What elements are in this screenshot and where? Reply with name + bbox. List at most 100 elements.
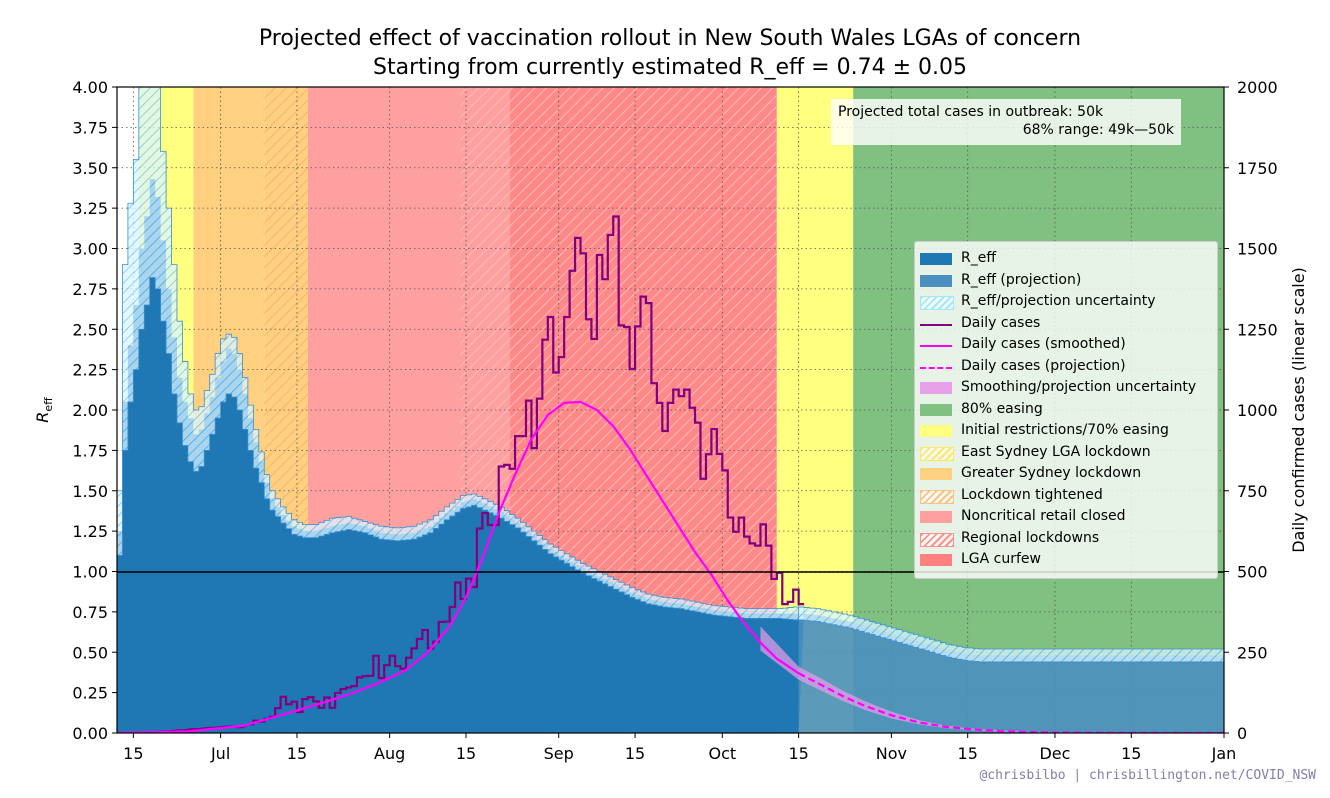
legend-label: Noncritical retail closed (961, 508, 1126, 524)
reff-projection-uncertainty-band (798, 606, 1224, 663)
legend-swatch (920, 253, 952, 265)
y-right-tick-label: 1000 (1237, 401, 1278, 420)
x-tick-label: Jul (210, 744, 230, 763)
y-left-tick-label: 2.25 (72, 361, 108, 380)
chart-title: Projected effect of vaccination rollout … (258, 26, 1082, 51)
y-right-label: Daily confirmed cases (linear scale) (1289, 267, 1308, 553)
legend-label: Daily cases (projection) (961, 357, 1126, 374)
legend-item-regional: Regional lockdowns (915, 529, 1215, 549)
x-tick-label: Jan (1211, 744, 1237, 763)
legend-item-smoothed: Daily cases (smoothed) (915, 335, 1215, 355)
y-left-tick-label: 3.25 (72, 199, 108, 218)
y-left-tick-label: 0.00 (72, 724, 108, 743)
smoothed-cases-line (117, 400, 800, 733)
reff-uncertainty-band (117, 87, 805, 621)
y-right-tick-label: 1500 (1237, 240, 1278, 259)
y-right-tick-label: 1750 (1237, 159, 1278, 178)
legend-swatch (920, 274, 952, 287)
y-right-tick-label: 750 (1237, 482, 1268, 501)
legend-swatch (920, 532, 954, 547)
legend-swatch (920, 323, 952, 326)
legend-item-reff: R_eff (915, 249, 1215, 269)
y-left-label-sub: eff (42, 397, 55, 412)
y-left-tick-label: 3.50 (72, 159, 108, 178)
legend-label: R_eff (projection) (961, 271, 1082, 288)
legend-label: East Sydney LGA lockdown (961, 443, 1151, 460)
projected-range: 68% range: 49k—50k (1022, 122, 1174, 138)
y-left-tick-label: 2.50 (72, 320, 108, 339)
legend-item-curfew: LGA curfew (915, 550, 1215, 570)
legend-swatch (920, 446, 954, 461)
x-tick-label: 15 (625, 744, 645, 763)
x-tick-label: Sep (544, 744, 574, 763)
legend-item-greater_sydney: Greater Sydney lockdown (915, 464, 1215, 484)
legend-swatch (920, 366, 952, 369)
legend-label: Initial restrictions/70% easing (961, 422, 1169, 438)
legend-item-tightened: Lockdown tightened (915, 486, 1215, 506)
y-right-tick-label: 1250 (1237, 320, 1278, 339)
y-left-tick-label: 0.50 (72, 643, 108, 662)
x-tick-label: 15 (456, 744, 476, 763)
y-left-tick-label: 1.25 (72, 522, 108, 541)
legend-swatch (920, 489, 954, 504)
x-tick-label: 15 (958, 744, 978, 763)
x-tick-label: 15 (788, 744, 808, 763)
legend-label: LGA curfew (961, 551, 1041, 567)
y-left-tick-label: 0.25 (72, 684, 108, 703)
legend-label: 80% easing (961, 400, 1043, 417)
reff-series (117, 87, 1224, 733)
x-tick-label: Dec (1039, 744, 1070, 763)
legend-label: Daily cases (961, 314, 1041, 331)
daily-cases-line (117, 215, 805, 733)
legend-swatch (920, 382, 952, 394)
x-tick-label: 15 (1121, 744, 1141, 763)
x-tick-label: 15 (287, 744, 307, 763)
x-tick-label: 15 (123, 744, 143, 763)
legend-label: Daily cases (smoothed) (961, 336, 1126, 352)
legend-item-reff_unc: R_eff/projection uncertainty (915, 292, 1215, 312)
x-tick-label: Aug (374, 744, 405, 763)
legend: R_eff R_eff (projection) R_eff/projection … (914, 241, 1218, 579)
y-left-label: Reff (33, 397, 55, 423)
legend-item-projection: Daily cases (projection) (915, 357, 1215, 377)
y-left-tick-label: 3.75 (72, 118, 108, 137)
legend-label: Greater Sydney lockdown (961, 465, 1142, 481)
y-left-tick-label: 4.00 (72, 78, 108, 97)
y-left-tick-label: 1.00 (72, 563, 108, 582)
smoothing-projection-uncertainty-band (760, 626, 1224, 733)
projection-info-box: Projected total cases in outbreak: 50k 6… (831, 99, 1181, 145)
axes: 15 Jul 15 Aug 15 Sep 15 Oct 15 Nov 15 Dec 15 Jan 0.00 0… (72, 78, 1277, 763)
x-tick-label: Oct (708, 744, 736, 763)
legend-swatch (920, 554, 952, 566)
legend-item-noncritical: Noncritical retail closed (915, 507, 1215, 527)
legend-swatch (920, 468, 952, 480)
legend-swatch (920, 511, 952, 523)
chart-subtitle: Starting from currently estimated R_eff … (373, 55, 967, 80)
y-right-tick-label: 2000 (1237, 78, 1278, 97)
y-left-tick-label: 2.00 (72, 401, 108, 420)
y-right-tick-label: 0 (1237, 724, 1247, 743)
legend-item-initial70: Initial restrictions/70% easing (915, 421, 1215, 441)
y-left-label-main: R (33, 412, 52, 423)
y-right-tick-label: 500 (1237, 563, 1268, 582)
y-left-tick-label: 1.50 (72, 482, 108, 501)
legend-label: R_eff/projection uncertainty (961, 293, 1156, 309)
x-tick-label: Nov (876, 744, 907, 763)
legend-item-easing80: 80% easing (915, 400, 1215, 420)
legend-item-daily: Daily cases (915, 314, 1215, 334)
y-left-tick-label: 2.75 (72, 280, 108, 299)
y-left-tick-label: 3.00 (72, 240, 108, 259)
legend-item-smooth_unc: Smoothing/projection uncertainty (915, 378, 1215, 398)
y-right-tick-label: 250 (1237, 643, 1268, 662)
legend-item-east_sydney: East Sydney LGA lockdown (915, 443, 1215, 463)
legend-label: R_eff (961, 250, 996, 266)
legend-label: Smoothing/projection uncertainty (961, 379, 1197, 395)
credit: @chrisbilbo | chrisbillington.net/COVID_… (979, 768, 1316, 783)
y-left-tick-label: 0.75 (72, 603, 108, 622)
legend-swatch (920, 296, 954, 310)
y-left-tick-label: 1.75 (72, 441, 108, 460)
legend-swatch (920, 425, 952, 437)
legend-swatch (920, 403, 952, 416)
legend-label: Lockdown tightened (961, 486, 1103, 503)
